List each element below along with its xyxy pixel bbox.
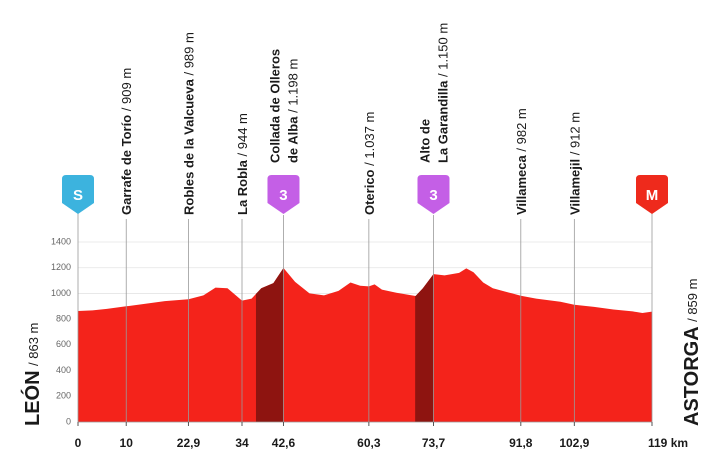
- x-tick-label: 91,8: [509, 436, 533, 450]
- waypoint-name: de Alba: [285, 116, 300, 163]
- waypoint-altitude: / 989 m: [181, 32, 196, 75]
- waypoint-label: Oterico / 1.037 m: [361, 112, 376, 215]
- marker-badge: [62, 175, 94, 214]
- y-tick-label: 1000: [51, 288, 71, 298]
- y-tick-label: 0: [66, 416, 71, 426]
- marker-label: S: [73, 187, 83, 204]
- x-tick-label: 102,9: [559, 436, 589, 450]
- x-tick-label: 60,3: [357, 436, 381, 450]
- waypoint-name: Robles de la Valcueva: [181, 78, 196, 215]
- waypoint-name: La Garandilla: [435, 80, 450, 163]
- climb-segment: [415, 268, 434, 422]
- y-tick-label: 1400: [51, 236, 71, 246]
- y-tick-label: 800: [56, 314, 71, 324]
- waypoint-name: Garrafe de Torío: [119, 115, 134, 215]
- x-tick-label: 34: [235, 436, 249, 450]
- waypoint-label: Robles de la Valcueva / 989 m: [181, 32, 196, 215]
- y-tick-label: 600: [56, 339, 71, 349]
- waypoint-name: Villamejil: [567, 159, 582, 215]
- finish-name: ASTORGA: [681, 326, 703, 426]
- marker-label: 3: [429, 187, 437, 204]
- finish-label: ASTORGA / 859 m: [681, 279, 703, 426]
- y-tick-label: 200: [56, 391, 71, 401]
- marker-label: 3: [279, 187, 287, 204]
- waypoint-label: Garrafe de Torío / 909 m: [119, 68, 134, 215]
- start-name: LEÓN: [20, 370, 44, 426]
- x-tick-label: 0: [75, 436, 82, 450]
- waypoint-name: Villameca: [513, 154, 528, 215]
- start-altitude: / 863 m: [26, 323, 41, 366]
- waypoint-altitude: / 1.150 m: [435, 23, 450, 77]
- x-tick-label: 10: [120, 436, 134, 450]
- climb-segment: [255, 268, 284, 422]
- waypoint-label: Villamejil / 912 m: [567, 112, 582, 215]
- x-tick-label: 42,6: [272, 436, 296, 450]
- waypoint-altitude: / 1.037 m: [361, 112, 376, 166]
- elevation-area: [78, 268, 652, 422]
- waypoint-label: Alto de: [417, 119, 432, 163]
- waypoint-altitude: / 944 m: [235, 113, 250, 156]
- y-tick-label: 1200: [51, 262, 71, 272]
- waypoint-altitude: / 909 m: [119, 68, 134, 111]
- waypoint-label: Collada de Olleros: [267, 49, 282, 163]
- waypoint-label: La Robla / 944 m: [235, 113, 250, 215]
- marker-badge: [267, 175, 300, 214]
- marker-badge: [417, 175, 450, 214]
- waypoint-altitude: / 982 m: [513, 108, 528, 151]
- y-tick-label: 400: [56, 365, 71, 375]
- start-label: LEÓN / 863 m: [20, 323, 44, 426]
- x-tick-label: 119 km: [648, 436, 688, 450]
- finish-altitude: / 859 m: [685, 279, 700, 322]
- x-tick-label: 22,9: [177, 436, 201, 450]
- waypoint-name: Alto de: [417, 119, 432, 163]
- waypoint-name: Collada de Olleros: [267, 49, 282, 163]
- waypoint-name: La Robla: [235, 159, 250, 215]
- waypoint-name: Oterico: [361, 169, 376, 215]
- x-tick-label: 73,7: [422, 436, 446, 450]
- waypoint-label: Villameca / 982 m: [513, 108, 528, 215]
- marker-label: M: [646, 187, 659, 204]
- waypoint-altitude: / 912 m: [567, 112, 582, 155]
- waypoint-label: La Garandilla / 1.150 m: [435, 23, 450, 163]
- marker-badge: [636, 175, 668, 214]
- waypoint-label: de Alba / 1.198 m: [285, 59, 300, 163]
- waypoint-altitude: / 1.198 m: [285, 59, 300, 113]
